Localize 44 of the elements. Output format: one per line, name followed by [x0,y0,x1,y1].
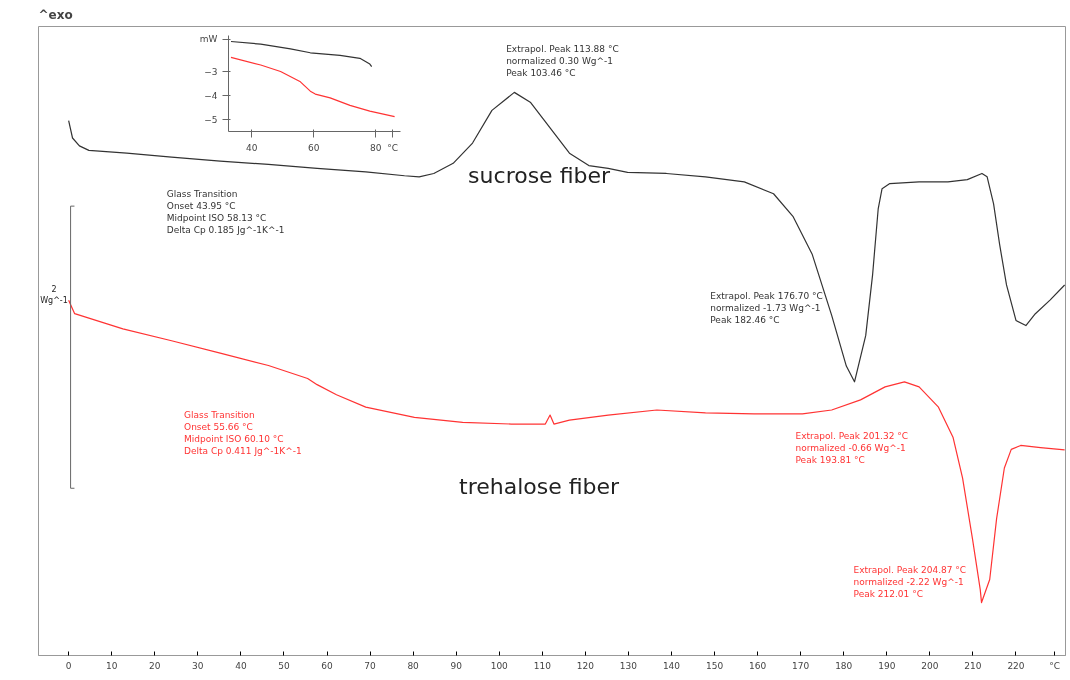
x-tick-label: 40 [235,660,247,671]
annotation: 2 Wg^-1 [40,285,68,306]
x-tick-label: 100 [490,660,509,671]
x-tick-label: 130 [619,660,638,671]
x-tick-label: °C [387,142,399,153]
x-tick-label: 110 [533,660,552,671]
series-label: sucrose fiber [468,162,611,188]
x-tick-label: 0 [65,660,72,671]
x-tick-label: 150 [705,660,724,671]
y-tick-label: −3 [204,66,218,77]
annotation: Extrapol. Peak 201.32 °C normalized -0.66 Wg^-1 Peak 193.81 °C [795,431,909,466]
x-tick-label: 200 [921,660,939,671]
x-tick-label: 180 [835,660,853,671]
line-series [230,40,373,68]
x-tick-label: 10 [105,660,118,671]
x-tick-label: 70 [364,660,377,671]
x-tick-label: 120 [576,660,595,671]
x-tick-label: 80 [369,142,382,153]
y-tick-label: −4 [204,90,218,101]
x-tick-label: 20 [149,660,161,671]
x-tick-label: 140 [662,660,681,671]
annotation: Extrapol. Peak 176.70 °C normalized -1.73 Wg^-1 Peak 182.46 °C [710,291,823,326]
annotation: Extrapol. Peak 113.88 °C normalized 0.30 Wg^-1 Peak 103.46 °C [506,44,619,79]
line-series [230,56,396,118]
annotation: Glass Transition Onset 43.95 °C Midpoint ISO 58.13 °C Delta Cp 0.185 Jg^-1K^-1 [166,188,285,235]
x-tick-label: 80 [407,660,420,671]
x-tick-label: 40 [246,142,258,153]
text: trehalose fiber [459,473,621,499]
x-tick-label: °C [1049,660,1061,671]
x-tick-label: 210 [964,660,982,671]
x-tick-label: 220 [1007,660,1025,671]
text: ^exo [38,7,73,22]
annotation: Extrapol. Peak 204.87 °C normalized -2.22 Wg^-1 Peak 212.01 °C [853,564,967,599]
x-tick-label: 60 [321,660,334,671]
y-tick-label: −5 [204,114,218,125]
x-tick-label: 30 [192,660,204,671]
x-tick-label: 60 [308,142,320,153]
x-tick-label: 190 [878,660,896,671]
x-tick-label: 170 [792,660,810,671]
y-tick-label: mW [199,34,218,45]
x-tick-label: 160 [749,660,767,671]
x-tick-label: 50 [278,660,290,671]
x-tick-label: 90 [450,660,463,671]
annotation: Glass Transition Onset 55.66 °C Midpoint ISO 60.10 °C Delta Cp 0.411 Jg^-1K^-1 [184,409,302,456]
